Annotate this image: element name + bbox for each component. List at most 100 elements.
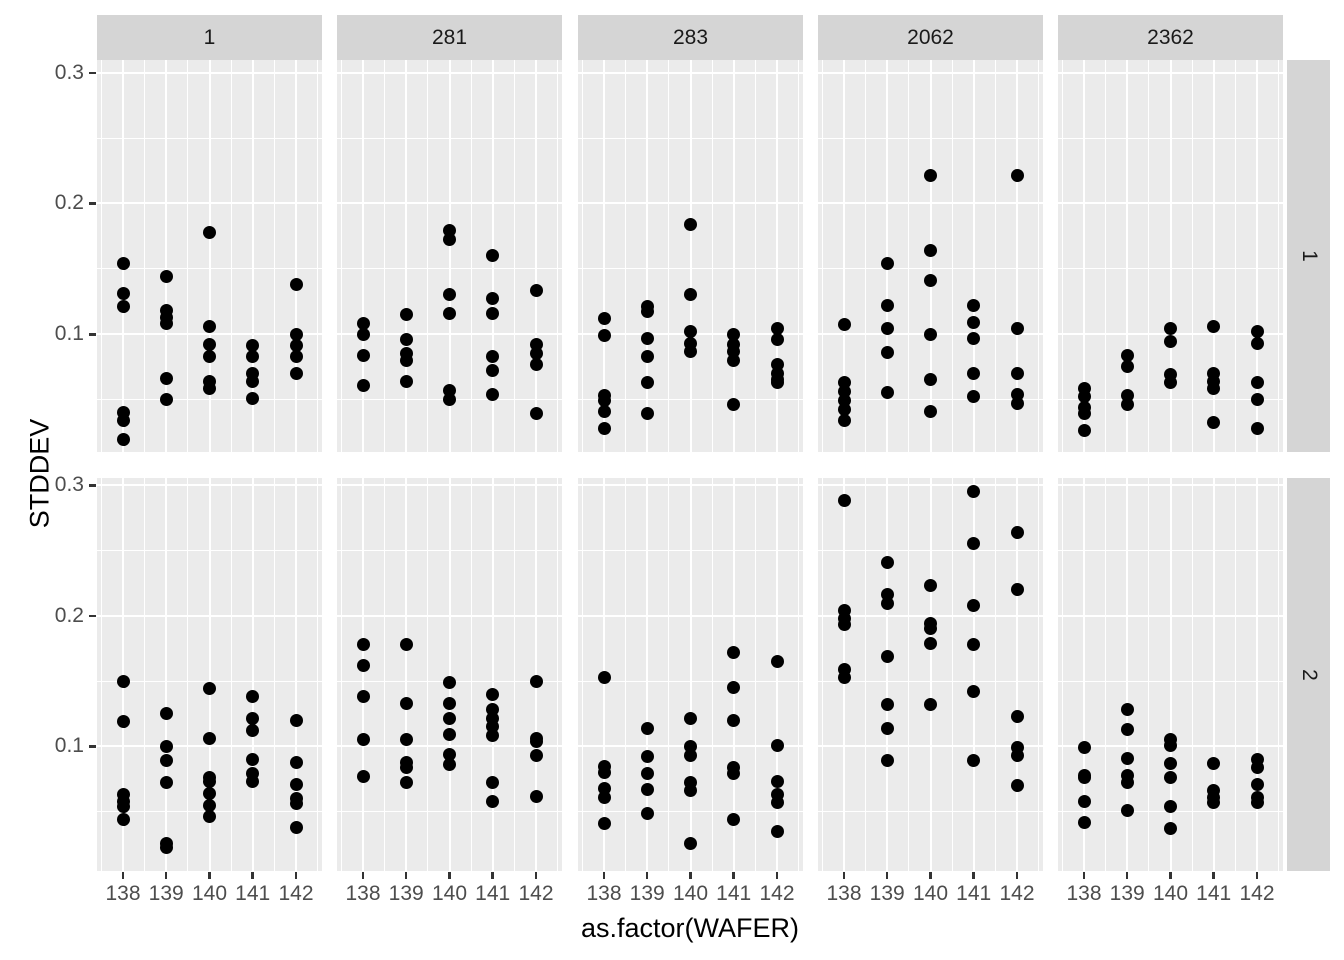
gridline-minor-horizontal: [578, 268, 803, 270]
data-point: [880, 649, 894, 663]
gridline-major-horizontal: [337, 745, 562, 748]
data-point: [597, 766, 611, 780]
gridline-minor-vertical: [230, 478, 232, 871]
data-point: [529, 749, 543, 763]
gridline-minor-vertical: [1061, 60, 1063, 452]
data-point: [399, 374, 413, 388]
gridline-minor-horizontal: [818, 680, 1043, 682]
data-point: [597, 670, 611, 684]
data-point: [924, 622, 937, 636]
gridline-minor-horizontal: [578, 811, 803, 813]
y-tick-label: 0.1: [54, 734, 84, 758]
data-point: [1077, 794, 1091, 808]
data-point: [640, 407, 654, 421]
gridline-minor-vertical: [1278, 478, 1280, 871]
data-point: [1164, 756, 1177, 770]
gridline-minor-vertical: [100, 478, 102, 871]
data-point: [1010, 779, 1024, 793]
x-tick-mark: [361, 872, 365, 879]
data-point: [770, 332, 784, 346]
gridline-major-horizontal: [1058, 484, 1283, 486]
gridline-minor-vertical: [470, 478, 472, 871]
gridline-major-vertical: [1083, 60, 1085, 452]
x-tick-mark: [1015, 872, 1019, 879]
gridline-minor-horizontal: [1058, 137, 1283, 139]
data-point: [1010, 169, 1024, 183]
gridline-minor-vertical: [340, 478, 342, 871]
gridline-minor-vertical: [144, 478, 146, 871]
data-point: [159, 840, 173, 854]
data-point: [880, 386, 894, 400]
gridline-major-vertical: [1083, 478, 1085, 871]
gridline-major-horizontal: [1058, 202, 1283, 205]
gridline-minor-vertical: [1191, 478, 1193, 871]
data-point: [967, 315, 981, 329]
data-point: [640, 349, 654, 363]
data-point: [1164, 335, 1177, 349]
gridline-minor-vertical: [798, 60, 800, 452]
gridline-minor-vertical: [100, 60, 102, 452]
gridline-major-vertical: [972, 60, 975, 452]
gridline-minor-vertical: [1148, 478, 1150, 871]
x-tick-label: 138: [345, 882, 381, 905]
data-point: [967, 390, 981, 404]
gridline-minor-vertical: [754, 478, 756, 871]
panel: [578, 60, 803, 452]
data-point: [1250, 760, 1264, 774]
data-point: [1120, 360, 1134, 374]
data-point: [684, 288, 697, 302]
x-tick-label: 139: [629, 882, 665, 905]
gridline-minor-horizontal: [1058, 680, 1283, 682]
x-tick-label: 142: [999, 882, 1035, 905]
gridline-major-vertical: [1212, 60, 1215, 452]
gridline-major-vertical: [165, 478, 168, 871]
data-point: [159, 392, 173, 406]
gridline-major-horizontal: [578, 202, 803, 205]
data-point: [246, 374, 260, 388]
x-tick-label: 142: [759, 882, 795, 905]
facet-column-strip: 281: [337, 15, 562, 60]
gridline-major-vertical: [776, 478, 778, 871]
gridline-major-vertical: [689, 60, 692, 452]
data-point: [597, 328, 611, 342]
data-point: [597, 421, 611, 435]
gridline-minor-vertical: [384, 60, 386, 452]
data-point: [1010, 322, 1024, 336]
gridline-major-vertical: [448, 60, 451, 452]
data-point: [356, 327, 370, 341]
gridline-minor-horizontal: [97, 137, 322, 139]
data-point: [486, 729, 500, 743]
data-point: [880, 322, 894, 336]
data-point: [289, 366, 303, 380]
gridline-major-vertical: [646, 60, 649, 452]
gridline-minor-vertical: [513, 478, 515, 871]
data-point: [1207, 416, 1221, 430]
gridline-major-vertical: [646, 478, 649, 871]
x-tick-label: 139: [1109, 882, 1145, 905]
data-point: [770, 654, 784, 668]
gridline-minor-vertical: [1105, 478, 1107, 871]
data-point: [356, 637, 370, 651]
data-point: [640, 806, 654, 820]
data-point: [1207, 796, 1221, 810]
gridline-major-vertical: [251, 60, 254, 452]
data-point: [727, 713, 741, 727]
data-point: [727, 327, 741, 341]
x-tick-mark: [885, 872, 889, 879]
data-point: [159, 754, 173, 768]
data-point: [597, 394, 611, 408]
gridline-major-vertical: [1212, 478, 1215, 871]
gridline-major-horizontal: [97, 71, 322, 74]
x-tick-mark: [491, 872, 494, 879]
x-tick-label: 140: [672, 882, 709, 905]
data-point: [1010, 525, 1024, 539]
gridline-major-vertical: [405, 478, 408, 871]
gridline-minor-vertical: [625, 60, 627, 452]
facet-column-strip: 2062: [818, 15, 1043, 60]
data-point: [1250, 324, 1264, 338]
gridline-minor-vertical: [908, 478, 910, 871]
gridline-major-vertical: [732, 60, 735, 452]
data-point: [443, 712, 456, 726]
data-point: [1164, 771, 1177, 785]
data-point: [880, 597, 894, 611]
